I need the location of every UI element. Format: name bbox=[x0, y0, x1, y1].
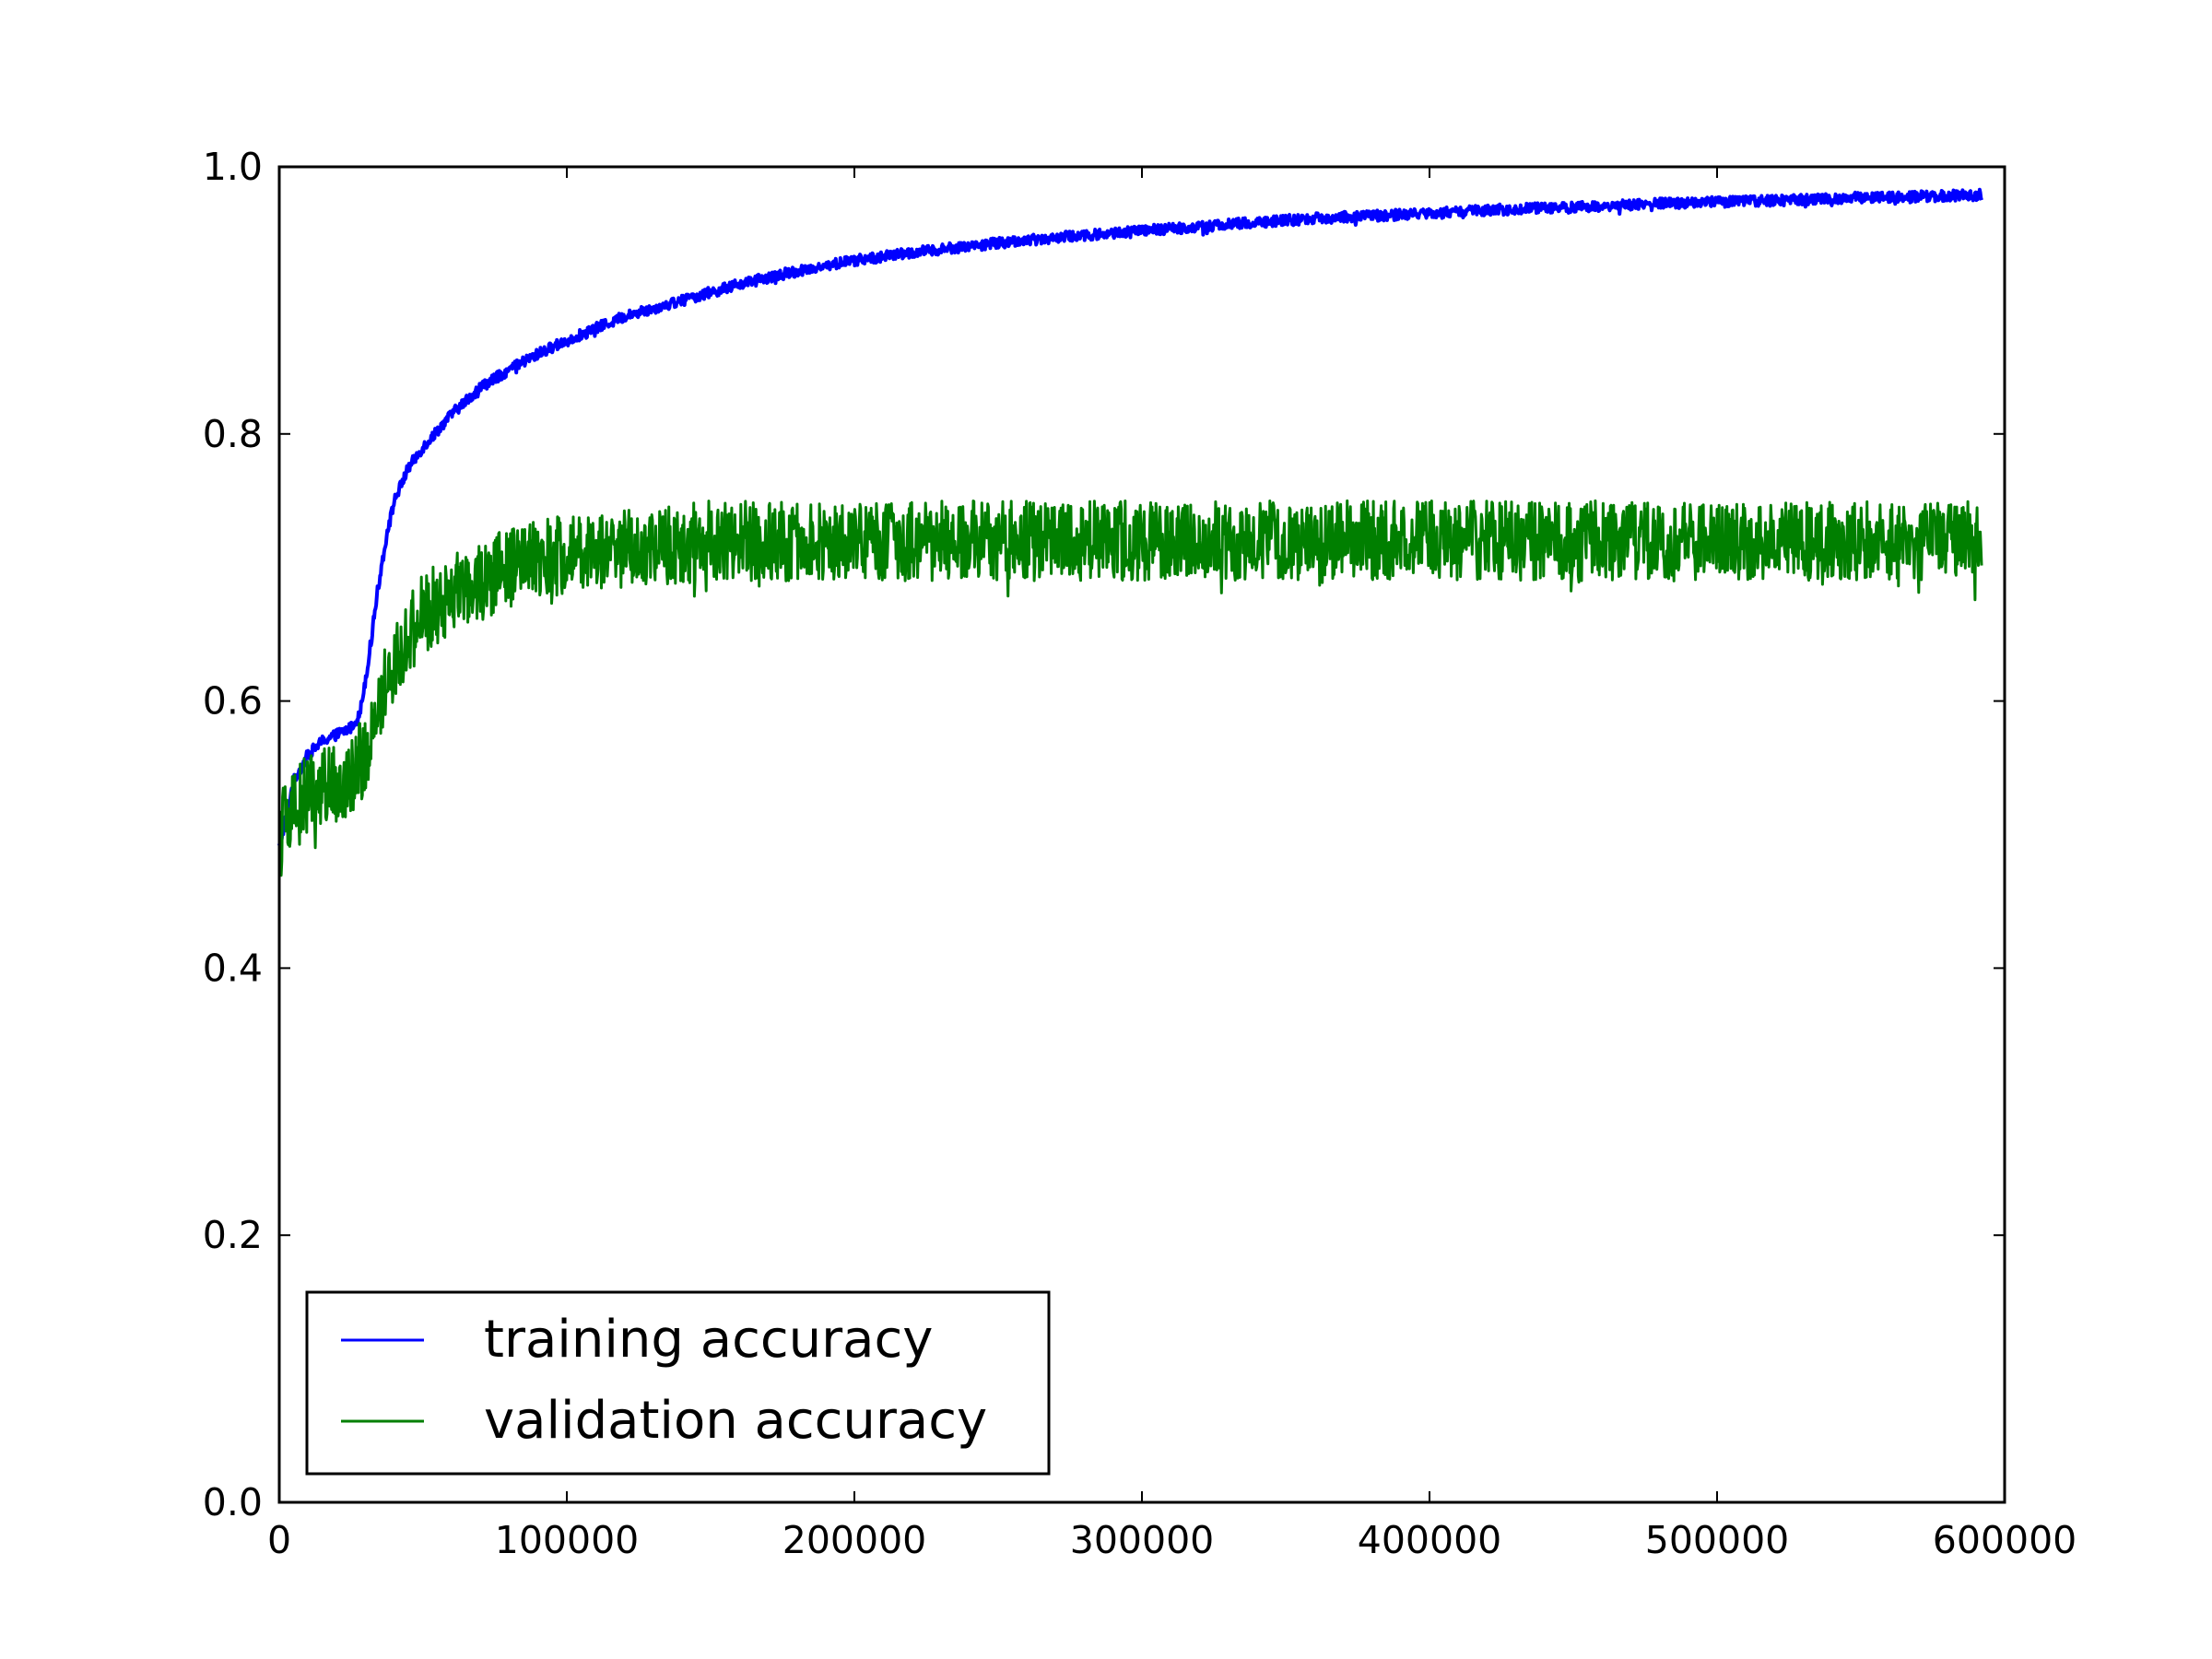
legend: training accuracy validation accuracy bbox=[305, 1290, 1051, 1476]
x-tick-label: 100000 bbox=[495, 1518, 640, 1562]
series-layer bbox=[277, 187, 1983, 877]
x-tick-label: 400000 bbox=[1358, 1518, 1502, 1562]
tick-layer: 0 100000 200000 300000 400000 500000 600000 0.0… bbox=[203, 145, 2077, 1562]
x-tick-label: 600000 bbox=[1933, 1518, 2077, 1562]
y-tick-label: 0.4 bbox=[203, 946, 263, 990]
y-tick-label: 1.0 bbox=[203, 145, 263, 189]
legend-label-training: training accuracy bbox=[484, 1310, 933, 1370]
series-line-validation bbox=[277, 499, 1983, 877]
legend-box bbox=[305, 1290, 1051, 1476]
x-tick-label: 200000 bbox=[782, 1518, 927, 1562]
y-tick-label: 0.0 bbox=[203, 1480, 263, 1524]
x-tick-label: 0 bbox=[267, 1518, 291, 1562]
y-tick-label: 0.8 bbox=[203, 412, 263, 456]
x-tick-label: 500000 bbox=[1645, 1518, 1790, 1562]
y-tick-label: 0.2 bbox=[203, 1213, 263, 1257]
x-tick-label: 300000 bbox=[1070, 1518, 1215, 1562]
legend-label-validation: validation accuracy bbox=[484, 1391, 987, 1451]
series-line-training bbox=[277, 187, 1983, 846]
y-tick-label: 0.6 bbox=[203, 679, 263, 724]
